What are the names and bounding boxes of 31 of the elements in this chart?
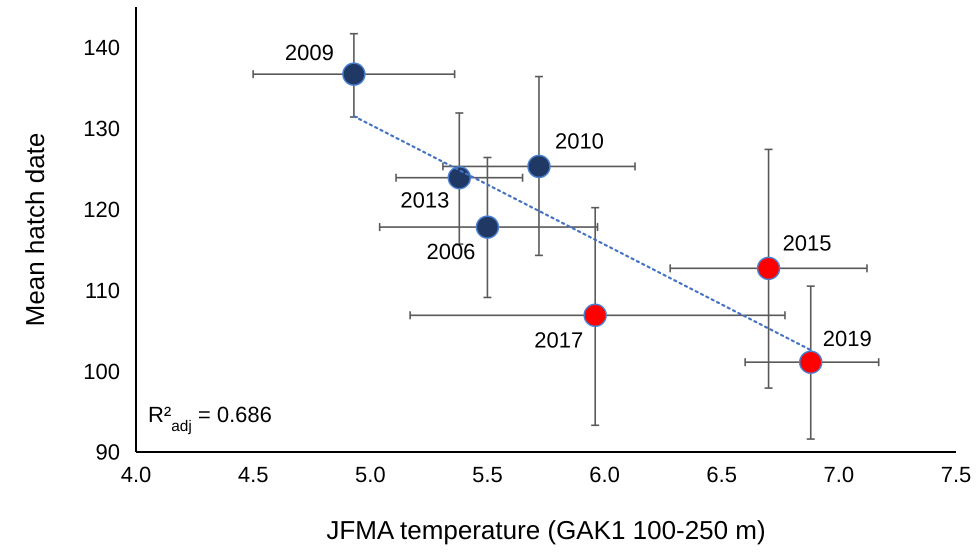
annotation: 2015: [782, 230, 832, 256]
y-tick-label: 90: [96, 440, 120, 465]
point: [476, 215, 500, 239]
annotation: 2013: [400, 188, 450, 213]
x-tick-label: 4.0: [120, 462, 152, 487]
x-axis-title: JFMA temperature (GAK1 100-250 m): [326, 515, 766, 545]
point: [756, 256, 780, 280]
annotation: 2019: [822, 326, 872, 352]
annotation: 2009: [284, 40, 334, 66]
point: [342, 62, 366, 86]
y-axis-title: Mean hatch date: [20, 132, 50, 326]
x-tick-label: 6.5: [706, 462, 738, 487]
annotation: 2017: [534, 327, 584, 352]
y-tick-label: 140: [83, 35, 120, 60]
point: [583, 304, 607, 328]
x-tick-label: 4.5: [238, 462, 268, 487]
annotation: R²$_{adj}$ = 0.686: [148, 402, 272, 434]
point: [798, 350, 822, 374]
annotation: 2010: [554, 128, 604, 154]
x-tick-label: 5.0: [354, 462, 386, 487]
annotation: 2006: [426, 239, 476, 264]
y-tick-label: 100: [83, 358, 120, 384]
y-tick-label: 110: [84, 278, 120, 303]
x-tick-label: 6.0: [589, 462, 620, 487]
point: [527, 154, 551, 178]
x-tick-label: 7.0: [824, 462, 854, 487]
x-tick-label: 7.5: [940, 462, 972, 487]
point: [448, 166, 472, 190]
y-tick-label: 120: [83, 196, 120, 222]
x-tick-label: 5.5: [472, 462, 503, 487]
y-tick-label: 130: [83, 116, 120, 142]
